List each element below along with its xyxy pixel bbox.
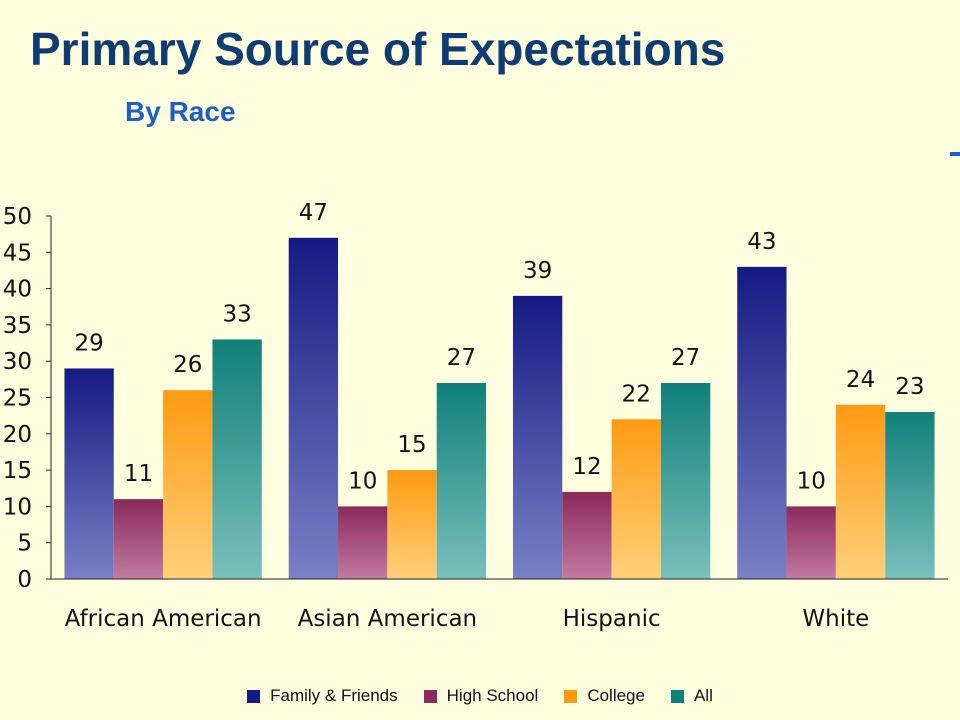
legend: Family & Friends High School College All <box>0 686 960 706</box>
bar-value-label: 26 <box>173 352 202 378</box>
legend-label: High School <box>446 686 539 705</box>
bar-college-hispanic <box>611 419 661 579</box>
y-tick-label: 0 <box>17 567 32 593</box>
bar-value-label: 23 <box>895 374 924 400</box>
y-tick-label: 25 <box>3 386 32 412</box>
bar-college-asian-american <box>387 470 437 579</box>
bar-all-white <box>885 412 935 579</box>
bar-family-friends-african-american <box>64 368 114 579</box>
x-category-label: White <box>802 606 869 632</box>
bar-value-label: 29 <box>74 330 103 356</box>
bar-college-african-american <box>163 390 213 579</box>
x-category-label: Hispanic <box>563 606 661 632</box>
legend-item: College <box>564 686 645 706</box>
legend-swatch <box>247 689 261 703</box>
x-category-label: Asian American <box>298 606 478 632</box>
legend-swatch <box>423 689 437 703</box>
bar-high-school-asian-american <box>338 506 388 579</box>
bar-series-group <box>64 237 935 579</box>
bar-value-label: 22 <box>622 381 651 407</box>
bar-high-school-white <box>786 506 836 579</box>
bar-chart: 0 5 10 15 20 25 30 35 40 45 50 29 11 26 33 47 10 15 27 39 1… <box>3 200 948 632</box>
bar-all-asian-american <box>436 382 487 579</box>
y-axis: 0 5 10 15 20 25 30 35 40 45 50 <box>3 204 52 593</box>
bar-college-white <box>835 404 886 579</box>
legend-label: College <box>587 686 645 705</box>
bar-high-school-hispanic <box>562 491 612 579</box>
y-tick-label: 50 <box>3 204 32 230</box>
chart-subtitle: By Race <box>125 96 236 127</box>
y-tick-label: 35 <box>3 313 32 339</box>
bar-value-label: 11 <box>124 461 153 487</box>
y-tick-label: 40 <box>3 277 32 303</box>
y-tick-label: 45 <box>3 240 32 266</box>
bar-value-label: 33 <box>222 301 251 327</box>
legend-label: Family & Friends <box>270 686 398 705</box>
x-category-label: African American <box>65 606 262 632</box>
legend-label: All <box>693 686 713 705</box>
y-tick-label: 5 <box>17 531 32 557</box>
bar-value-label: 12 <box>572 454 601 480</box>
y-tick-label: 15 <box>3 458 32 484</box>
y-tick-label: 30 <box>3 349 32 375</box>
bar-value-label: 10 <box>797 468 826 494</box>
legend-swatch <box>564 689 578 703</box>
bar-value-label: 43 <box>747 229 776 255</box>
data-labels: 29 11 26 33 47 10 15 27 39 12 22 27 43 10 24 23 <box>74 200 924 495</box>
legend-item: All <box>670 686 713 706</box>
legend-item: Family & Friends <box>247 686 398 706</box>
y-tick-label: 20 <box>3 422 32 448</box>
bar-value-label: 47 <box>299 200 328 226</box>
legend-swatch <box>670 689 684 703</box>
bar-value-label: 24 <box>846 367 875 393</box>
chart-title: Primary Source of Expectations <box>30 23 726 75</box>
bar-value-label: 39 <box>523 258 552 284</box>
legend-item: High School <box>423 686 539 706</box>
bar-high-school-african-american <box>113 499 164 579</box>
bar-value-label: 10 <box>348 468 377 494</box>
x-axis: African American Asian American Hispanic Wh… <box>51 578 948 632</box>
bar-value-label: 15 <box>397 432 426 458</box>
bar-all-hispanic <box>660 382 711 579</box>
bar-family-friends-white <box>737 266 787 579</box>
bar-value-label: 27 <box>447 345 476 371</box>
bar-value-label: 27 <box>671 345 700 371</box>
bar-all-african-american <box>212 339 262 579</box>
decorative-corner-mark <box>950 152 960 156</box>
bar-family-friends-asian-american <box>288 237 339 579</box>
y-tick-label: 10 <box>3 494 32 520</box>
bar-family-friends-hispanic <box>512 295 563 579</box>
